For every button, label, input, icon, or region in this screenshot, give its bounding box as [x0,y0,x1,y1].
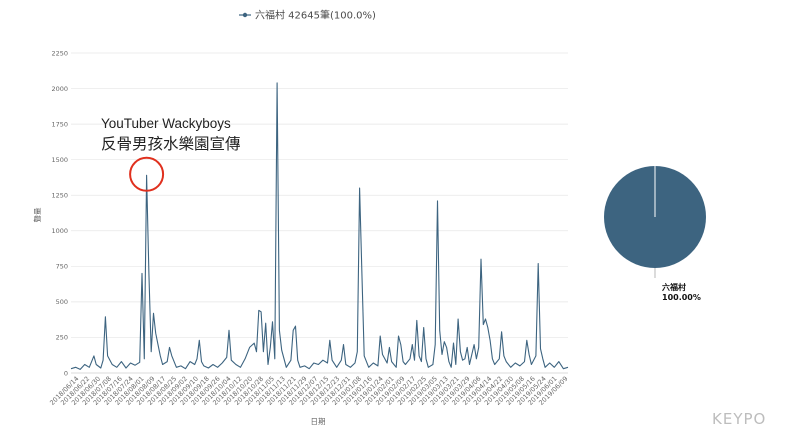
legend-dot-marker [242,12,248,18]
keypo-logo: KEYPO [712,410,766,428]
pie-label-percent: 100.00% [662,293,701,302]
y-tick-label: 1250 [51,192,68,200]
y-tick-label: 1750 [51,120,68,128]
pie-chart: 六福村 100.00% [604,166,706,302]
y-axis-label: 聲量 [33,207,42,222]
legend[interactable]: 六福村 42645筆(100.0%) [239,9,376,22]
y-tick-label: 750 [56,263,68,271]
legend-label: 六福村 42645筆(100.0%) [255,9,376,22]
y-tick-label: 1500 [51,156,68,164]
x-axis-label: 日期 [311,417,326,426]
grid [71,52,568,374]
annotation-line-1: YouTuber Wackyboys [101,116,231,131]
y-tick-labels: 0 250 500 750 1000 1250 1500 1750 2000 2250 [51,49,68,377]
y-tick-label: 2250 [51,49,68,57]
y-tick-label: 500 [56,298,68,306]
x-tick-labels: 2018/06/142018/06/222018/06/302018/07/08… [48,375,569,407]
y-tick-label: 250 [56,334,68,342]
series-line [70,82,569,370]
annotation-line-2: 反骨男孩水樂園宣傳 [101,135,241,153]
y-tick-label: 2000 [51,85,68,93]
pie-label-name: 六福村 [662,282,686,292]
annotation-circle [129,156,165,192]
y-tick-label: 0 [64,369,68,377]
y-tick-label: 1000 [51,227,68,235]
